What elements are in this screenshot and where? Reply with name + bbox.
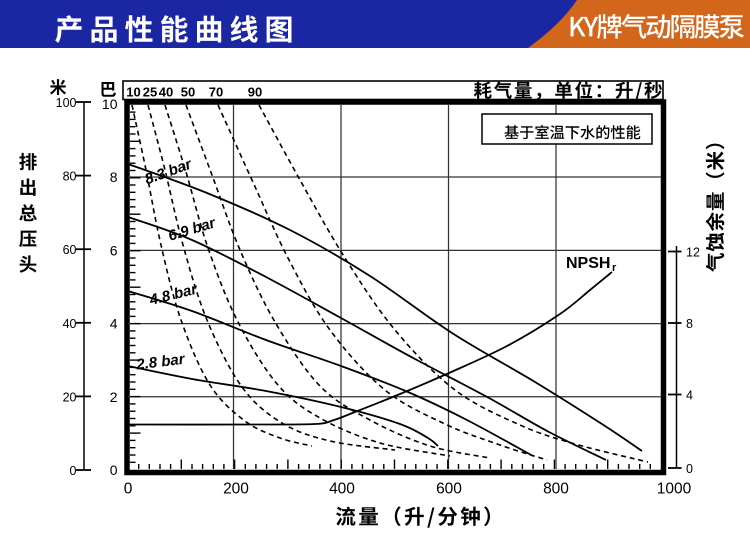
svg-text:2: 2 [110,389,118,405]
svg-text:20: 20 [63,390,77,404]
svg-text:4: 4 [686,388,693,402]
svg-text:100: 100 [56,96,77,110]
svg-text:0: 0 [110,462,118,478]
svg-text:0: 0 [686,462,693,476]
svg-text:400: 400 [329,481,355,498]
svg-text:12: 12 [686,245,700,259]
svg-text:80: 80 [63,170,77,184]
svg-text:800: 800 [543,481,569,498]
svg-text:60: 60 [63,243,77,257]
svg-text:40: 40 [159,85,173,100]
svg-text:10: 10 [126,85,140,100]
svg-text:40: 40 [63,317,77,331]
svg-text:25: 25 [143,85,157,100]
svg-text:600: 600 [436,481,462,498]
svg-text:6: 6 [110,242,118,258]
svg-text:1000: 1000 [657,481,692,498]
svg-text:70: 70 [209,85,223,100]
svg-text:8: 8 [110,169,118,185]
svg-text:2.8 bar: 2.8 bar [134,351,186,374]
svg-text:10: 10 [102,96,118,112]
svg-text:200: 200 [223,481,249,498]
svg-text:0: 0 [70,464,77,478]
svg-text:50: 50 [181,85,195,100]
svg-text:8: 8 [686,317,693,331]
svg-text:90: 90 [248,85,262,100]
svg-text:0: 0 [124,481,133,498]
svg-text:4: 4 [110,316,118,332]
